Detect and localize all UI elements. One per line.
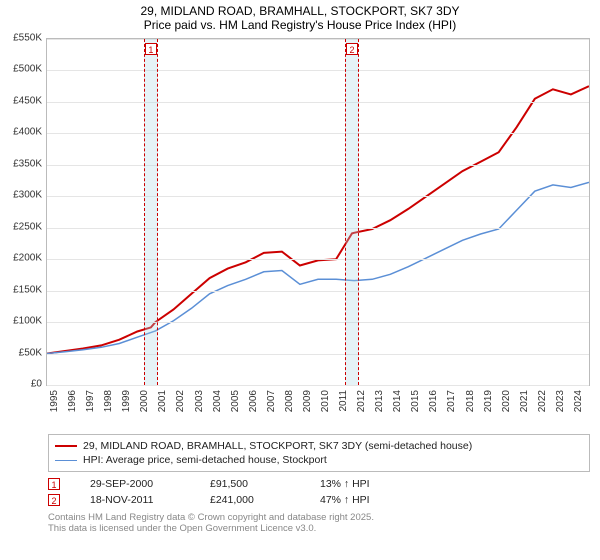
attribution-footer: Contains HM Land Registry data © Crown c…	[48, 512, 590, 535]
x-tick-label: 2006	[248, 390, 259, 412]
y-tick-label: £450K	[13, 95, 42, 106]
x-tick-label: 2002	[175, 390, 186, 412]
x-tick-label: 2018	[465, 390, 476, 412]
x-tick-label: 2011	[338, 390, 349, 412]
sale-badge: 2	[48, 494, 60, 506]
x-tick-label: 2014	[392, 390, 403, 412]
x-tick-label: 2016	[428, 390, 439, 412]
y-tick-label: £200K	[13, 253, 42, 264]
x-tick-label: 2010	[320, 390, 331, 412]
sale-band	[144, 39, 158, 385]
chart-area: £0 £50K £100K £150K £200K £250K £300K £350K £400…	[4, 38, 596, 428]
gridline	[47, 39, 589, 40]
y-tick-label: £350K	[13, 158, 42, 169]
gridline	[47, 133, 589, 134]
plot-area: 12	[46, 38, 590, 386]
legend: 29, MIDLAND ROAD, BRAMHALL, STOCKPORT, S…	[48, 434, 590, 472]
chart-title: 29, MIDLAND ROAD, BRAMHALL, STOCKPORT, S…	[0, 0, 600, 34]
legend-row: HPI: Average price, semi-detached house,…	[55, 453, 583, 467]
sale-row: 1 29-SEP-2000 £91,500 13% ↑ HPI	[48, 476, 590, 492]
x-tick-label: 1997	[85, 390, 96, 412]
sale-date: 29-SEP-2000	[90, 478, 180, 490]
x-tick-label: 2003	[194, 390, 205, 412]
x-tick-label: 1999	[121, 390, 132, 412]
x-tick-label: 2004	[212, 390, 223, 412]
gridline	[47, 228, 589, 229]
x-tick-label: 2020	[501, 390, 512, 412]
sale-date: 18-NOV-2011	[90, 494, 180, 506]
sale-row: 2 18-NOV-2011 £241,000 47% ↑ HPI	[48, 492, 590, 508]
x-tick-label: 2015	[410, 390, 421, 412]
footer-line-2: This data is licensed under the Open Gov…	[48, 523, 590, 534]
legend-swatch	[55, 460, 77, 461]
sale-price: £241,000	[210, 494, 290, 506]
gridline	[47, 165, 589, 166]
y-tick-label: £550K	[13, 33, 42, 44]
gridline	[47, 259, 589, 260]
y-tick-label: £50K	[19, 347, 42, 358]
series-hpi	[47, 182, 589, 353]
legend-label: HPI: Average price, semi-detached house,…	[83, 454, 327, 466]
y-tick-label: £300K	[13, 190, 42, 201]
gridline	[47, 322, 589, 323]
legend-swatch	[55, 445, 77, 447]
sale-delta: 13% ↑ HPI	[320, 478, 420, 490]
x-tick-label: 2023	[555, 390, 566, 412]
x-tick-label: 2021	[519, 390, 530, 412]
sale-badge: 1	[48, 478, 60, 490]
line-series	[47, 39, 589, 385]
sales-table: 1 29-SEP-2000 £91,500 13% ↑ HPI 2 18-NOV-2011…	[48, 476, 590, 508]
sale-price: £91,500	[210, 478, 290, 490]
gridline	[47, 291, 589, 292]
title-line-2: Price paid vs. HM Land Registry's House …	[8, 18, 592, 32]
y-tick-label: £250K	[13, 221, 42, 232]
y-tick-label: £0	[31, 379, 42, 390]
y-tick-label: £100K	[13, 316, 42, 327]
y-tick-label: £400K	[13, 127, 42, 138]
x-tick-label: 2008	[284, 390, 295, 412]
gridline	[47, 70, 589, 71]
legend-label: 29, MIDLAND ROAD, BRAMHALL, STOCKPORT, S…	[83, 440, 472, 452]
title-line-1: 29, MIDLAND ROAD, BRAMHALL, STOCKPORT, S…	[8, 4, 592, 18]
footer-line-1: Contains HM Land Registry data © Crown c…	[48, 512, 590, 523]
y-axis: £0£50K£100K£150K£200K£250K£300K£350K£400…	[4, 38, 44, 386]
x-tick-label: 2022	[537, 390, 548, 412]
y-tick-label: £500K	[13, 64, 42, 75]
x-tick-label: 2017	[446, 390, 457, 412]
x-tick-label: 2013	[374, 390, 385, 412]
x-tick-label: 2012	[356, 390, 367, 412]
x-tick-label: 1996	[67, 390, 78, 412]
legend-row: 29, MIDLAND ROAD, BRAMHALL, STOCKPORT, S…	[55, 439, 583, 453]
x-tick-label: 2019	[483, 390, 494, 412]
x-tick-label: 2005	[230, 390, 241, 412]
gridline	[47, 354, 589, 355]
sale-marker: 2	[346, 43, 358, 55]
x-tick-label: 1998	[103, 390, 114, 412]
gridline	[47, 196, 589, 197]
x-tick-label: 2000	[139, 390, 150, 412]
x-tick-label: 1995	[49, 390, 60, 412]
x-tick-label: 2024	[573, 390, 584, 412]
sale-band	[345, 39, 359, 385]
y-tick-label: £150K	[13, 284, 42, 295]
x-tick-label: 2007	[266, 390, 277, 412]
sale-delta: 47% ↑ HPI	[320, 494, 420, 506]
x-axis: 1995 1996 1997 1998 1999 2000 2001 2002 2003 2004…	[46, 386, 590, 428]
x-tick-label: 2001	[157, 390, 168, 412]
gridline	[47, 102, 589, 103]
sale-marker: 1	[145, 43, 157, 55]
x-tick-label: 2009	[302, 390, 313, 412]
